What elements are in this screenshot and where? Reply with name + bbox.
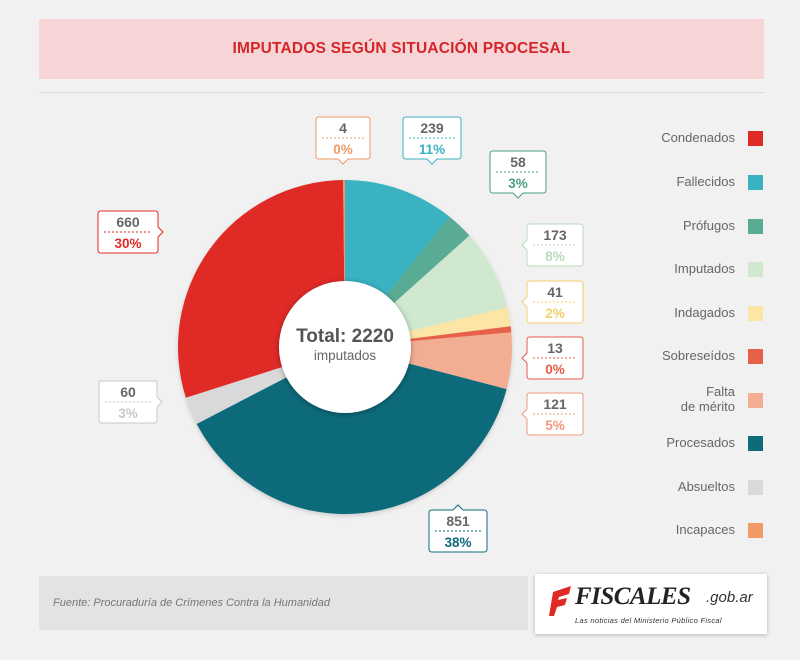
legend-swatch — [748, 436, 763, 451]
logo-domain: .gob.ar — [706, 589, 753, 606]
legend-swatch — [748, 306, 763, 321]
logo-tagline: Las noticias del Ministerio Público Fisc… — [575, 616, 722, 625]
legend-item-incapaces: Incapaces — [676, 522, 763, 538]
legend-label: Procesados — [666, 435, 735, 450]
callout-percent: 5% — [545, 418, 565, 433]
callout-profugos: 583% — [489, 150, 547, 199]
legend-label: Sobreseídos — [662, 348, 735, 363]
legend-label: Fallecidos — [676, 174, 735, 189]
center-total-label: Total: 2220 — [296, 326, 394, 347]
callout-value: 4 — [339, 120, 347, 136]
legend-swatch — [748, 480, 763, 495]
legend-label: Imputados — [674, 261, 735, 276]
legend-item-imputados: Imputados — [674, 261, 763, 277]
source-text: Fuente: Procuraduría de Crímenes Contra … — [53, 597, 330, 609]
legend-swatch — [748, 393, 763, 408]
title-banner: IMPUTADOS SEGÚN SITUACIÓN PROCESAL — [39, 19, 764, 79]
logo-wordmark: FISCALES — [575, 583, 691, 610]
callout-indagados: 412% — [521, 280, 584, 324]
callout-percent: 2% — [545, 306, 565, 321]
callouts: 23911%583%1738%412%130%1215%85138%603%66… — [97, 116, 584, 553]
slice-procesados — [196, 347, 507, 515]
legend-item-procesados: Procesados — [666, 435, 763, 451]
legend-label: Condenados — [661, 130, 735, 145]
legend-label: Prófugos — [683, 218, 736, 233]
legend-swatch — [748, 219, 763, 234]
callout-percent: 3% — [118, 406, 138, 421]
callout-value: 58 — [510, 154, 526, 170]
callout-value: 121 — [543, 396, 567, 412]
legend-item-fallecidos: Fallecidos — [676, 174, 763, 190]
callout-value: 851 — [446, 513, 470, 529]
callout-absueltos: 603% — [98, 380, 163, 424]
callout-value: 660 — [116, 214, 140, 230]
legend-swatch — [748, 349, 763, 364]
legend-label: Indagados — [674, 305, 735, 320]
callout-percent: 0% — [545, 362, 565, 377]
logo-flag-icon — [549, 586, 571, 616]
legend-label: Incapaces — [676, 522, 736, 537]
source-footer: Fuente: Procuraduría de Crímenes Contra … — [39, 576, 528, 630]
callout-incapaces: 40% — [315, 116, 371, 165]
callout-percent: 30% — [114, 236, 141, 251]
callout-percent: 8% — [545, 249, 565, 264]
legend-item-absueltos: Absueltos — [678, 479, 763, 495]
center-disc — [279, 281, 411, 413]
legend-item-condenados: Condenados — [661, 130, 763, 146]
legend-label: Falta de mérito — [681, 384, 736, 414]
callout-percent: 3% — [508, 176, 528, 191]
callout-value: 41 — [547, 284, 563, 300]
center-sub-label: imputados — [314, 348, 377, 363]
callout-percent: 38% — [444, 535, 471, 550]
legend-item-sobreseidos: Sobreseídos — [662, 348, 763, 364]
callout-value: 13 — [547, 340, 563, 356]
legend-swatch — [748, 131, 763, 146]
header-divider — [39, 92, 764, 93]
chart-title: IMPUTADOS SEGÚN SITUACIÓN PROCESAL — [232, 40, 571, 57]
callout-value: 239 — [420, 120, 444, 136]
callout-sobreseidos: 130% — [521, 336, 584, 380]
callout-value: 60 — [120, 384, 136, 400]
legend-swatch — [748, 523, 763, 538]
callout-value: 173 — [543, 227, 567, 243]
legend-swatch — [748, 175, 763, 190]
fiscales-logo: FISCALES .gob.ar Las noticias del Minist… — [535, 574, 767, 634]
legend-label: Absueltos — [678, 479, 736, 494]
callout-percent: 11% — [419, 142, 445, 157]
legend-swatch — [748, 262, 763, 277]
legend: Condenados Fallecidos Prófugos Imputados Ind… — [661, 130, 763, 538]
legend-item-profugos: Prófugos — [683, 218, 763, 234]
callout-percent: 0% — [333, 142, 353, 157]
legend-item-indagados: Indagados — [674, 305, 763, 321]
legend-item-falta-de-merito: Falta de mérito — [681, 384, 763, 414]
